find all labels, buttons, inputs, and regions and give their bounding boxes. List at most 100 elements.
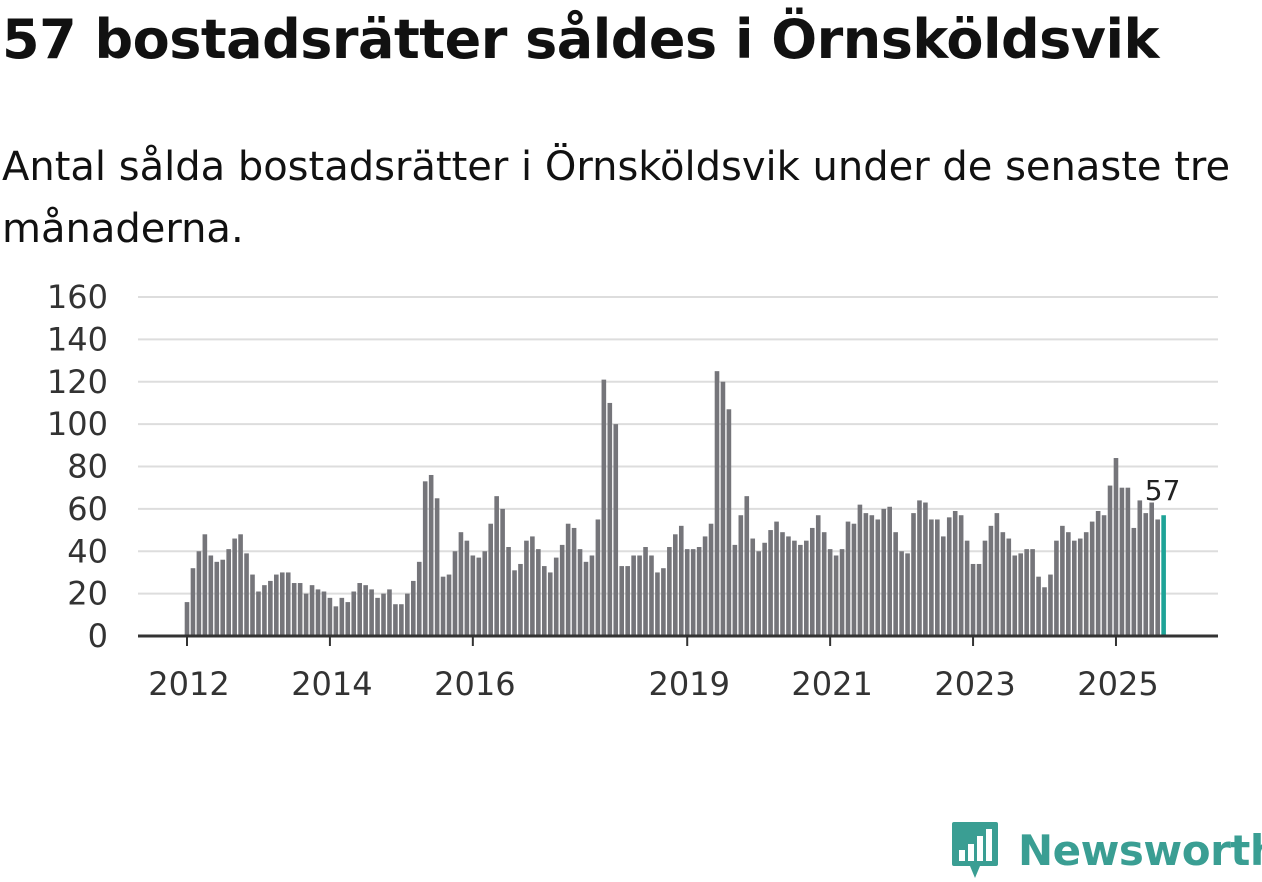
bar bbox=[381, 593, 386, 637]
bar bbox=[976, 563, 982, 636]
bar bbox=[946, 517, 952, 636]
bar bbox=[929, 519, 934, 636]
bar bbox=[815, 515, 821, 636]
bar bbox=[559, 544, 565, 636]
bar bbox=[434, 498, 440, 636]
bar bbox=[1048, 574, 1053, 636]
bar bbox=[768, 530, 773, 636]
bar bbox=[220, 559, 226, 636]
bar bbox=[387, 589, 392, 636]
bar bbox=[720, 381, 726, 636]
y-tick-label: 80 bbox=[67, 448, 108, 486]
bar bbox=[804, 540, 809, 636]
bar bbox=[428, 474, 434, 636]
bar bbox=[607, 402, 613, 636]
bar bbox=[1089, 521, 1095, 636]
bar bbox=[184, 602, 190, 636]
y-axis-labels: 0 20 40 60 80 100 120 140 160 bbox=[47, 278, 108, 655]
bar bbox=[321, 591, 327, 636]
bar bbox=[375, 597, 380, 636]
bar bbox=[1125, 487, 1131, 636]
bar bbox=[256, 591, 261, 636]
chart-title: 57 bostadsrätter såldes i Örnsköldsvik bbox=[2, 8, 1159, 71]
bar bbox=[458, 532, 464, 636]
bar bbox=[530, 536, 535, 636]
bar bbox=[643, 547, 648, 636]
x-tick-label: 2014 bbox=[291, 665, 372, 703]
bar bbox=[274, 574, 279, 636]
bar bbox=[208, 555, 214, 636]
bar bbox=[405, 593, 410, 637]
bar bbox=[798, 544, 803, 636]
last-value-label: 57 bbox=[1145, 474, 1181, 507]
bar bbox=[571, 527, 577, 636]
bar bbox=[1030, 549, 1035, 636]
bar bbox=[726, 409, 732, 636]
bar bbox=[780, 532, 785, 636]
bar bbox=[1000, 532, 1006, 636]
bar bbox=[970, 563, 976, 636]
bar bbox=[488, 523, 493, 636]
bar bbox=[512, 570, 517, 636]
bar bbox=[494, 496, 499, 636]
bar bbox=[583, 561, 589, 636]
bar bbox=[649, 555, 654, 636]
bar bbox=[1083, 532, 1089, 636]
x-tick-label: 2021 bbox=[791, 665, 872, 703]
bar bbox=[696, 547, 702, 636]
bar bbox=[285, 572, 291, 636]
x-tick-label: 2019 bbox=[649, 665, 730, 703]
bar bbox=[958, 515, 964, 636]
bar bbox=[226, 549, 231, 636]
bar bbox=[684, 549, 690, 636]
bar bbox=[940, 536, 946, 636]
bar bbox=[839, 549, 845, 636]
bar bbox=[482, 551, 488, 636]
y-tick-label: 100 bbox=[47, 405, 108, 443]
bar bbox=[655, 572, 660, 636]
bar bbox=[244, 553, 249, 636]
y-tick-label: 20 bbox=[67, 575, 108, 613]
bar-highlight bbox=[1161, 515, 1166, 636]
bar bbox=[601, 379, 607, 636]
x-tick-label: 2023 bbox=[934, 665, 1015, 703]
bar bbox=[935, 519, 940, 636]
bar bbox=[214, 561, 220, 636]
bar bbox=[363, 585, 368, 636]
bar bbox=[1101, 515, 1107, 636]
bar bbox=[869, 515, 875, 636]
bar bbox=[905, 553, 910, 636]
bar bbox=[476, 557, 482, 636]
annotations: 57 bbox=[1145, 474, 1181, 507]
bar bbox=[1012, 555, 1018, 636]
bar bbox=[1155, 519, 1160, 636]
bar bbox=[708, 523, 714, 636]
bar bbox=[690, 549, 696, 636]
bar bbox=[452, 551, 458, 636]
bar bbox=[952, 510, 958, 636]
bar bbox=[202, 534, 208, 636]
bar bbox=[821, 532, 827, 636]
bar bbox=[917, 500, 922, 636]
bar bbox=[673, 534, 678, 636]
bar bbox=[565, 523, 571, 636]
bar bbox=[351, 591, 357, 636]
x-axis bbox=[138, 634, 1218, 646]
bar bbox=[1131, 527, 1137, 636]
bar bbox=[738, 515, 744, 636]
bar bbox=[1149, 502, 1155, 636]
y-tick-label: 160 bbox=[47, 278, 108, 316]
bar bbox=[238, 534, 243, 636]
bar bbox=[1137, 500, 1143, 636]
bar bbox=[809, 527, 815, 636]
bar bbox=[619, 566, 625, 636]
bar bbox=[1054, 540, 1059, 636]
bar bbox=[899, 551, 904, 636]
bar bbox=[1095, 510, 1101, 636]
bars bbox=[184, 371, 1166, 637]
bar bbox=[923, 502, 928, 636]
bar bbox=[309, 585, 315, 636]
bar bbox=[327, 597, 333, 636]
bar bbox=[702, 536, 708, 636]
